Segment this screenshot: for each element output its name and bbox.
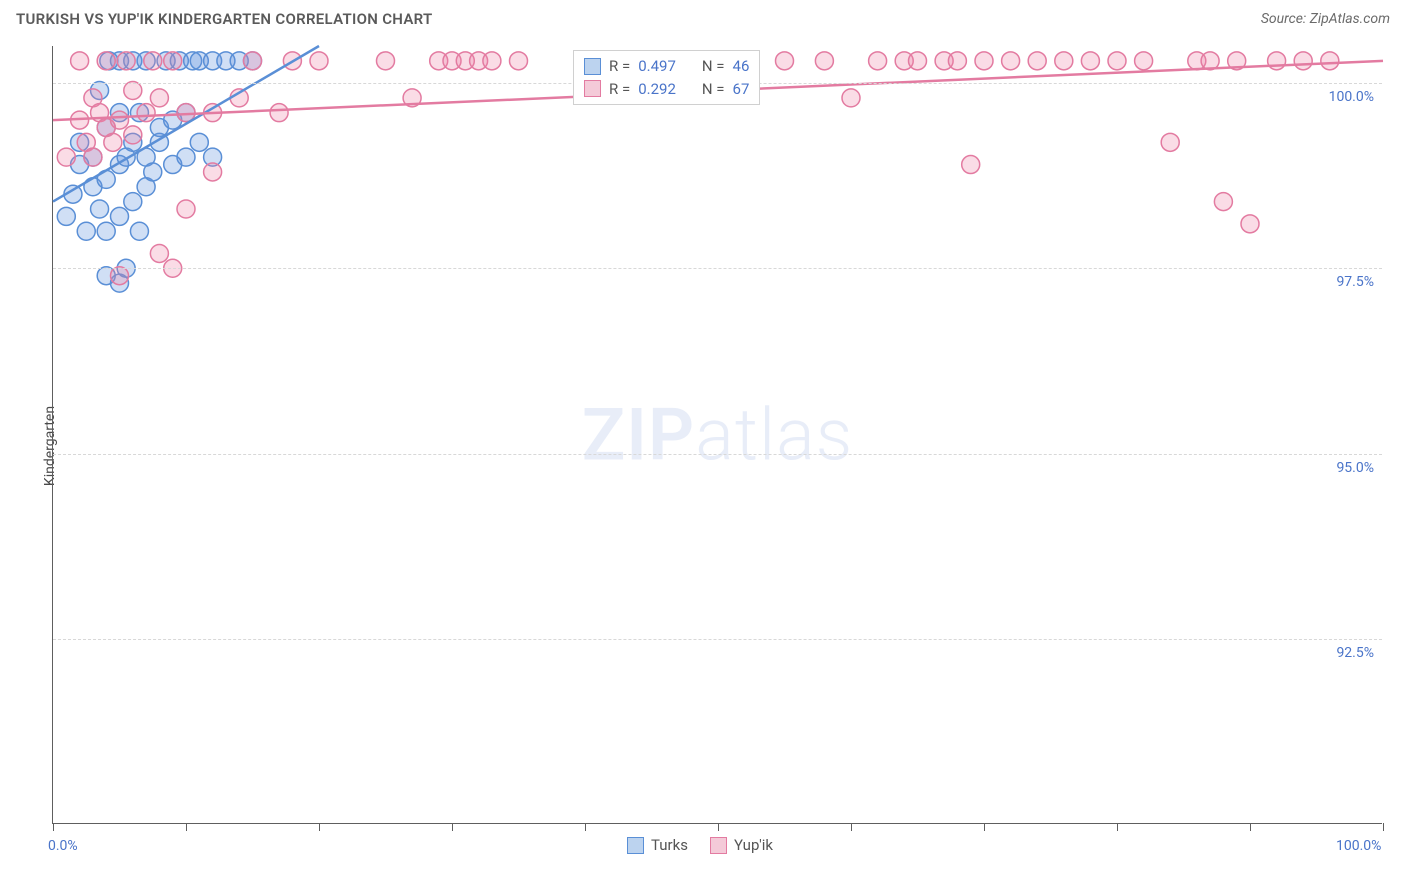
legend-swatch-icon <box>584 80 601 97</box>
gridline <box>53 639 1382 640</box>
data-point <box>164 52 182 70</box>
data-point <box>510 52 528 70</box>
data-point <box>244 52 262 70</box>
legend-series-label: Turks <box>651 836 688 854</box>
x-tick <box>319 823 320 831</box>
data-point <box>117 52 135 70</box>
legend-r-label: R = <box>609 78 630 101</box>
x-tick <box>1250 823 1251 831</box>
y-tick-label: 92.5% <box>1336 645 1374 661</box>
x-tick <box>718 823 719 831</box>
data-point <box>1055 52 1073 70</box>
trend-line <box>53 46 319 202</box>
legend-series-label: Yup'ik <box>734 836 773 854</box>
legend-swatch-icon <box>627 837 644 854</box>
data-point <box>91 200 109 218</box>
legend-n-label: N = <box>702 78 725 101</box>
data-point <box>57 207 75 225</box>
data-point <box>270 104 288 122</box>
data-point <box>1081 52 1099 70</box>
data-point <box>1321 52 1339 70</box>
data-point <box>124 193 142 211</box>
legend-n-value: 46 <box>733 55 750 78</box>
legend-r-label: R = <box>609 55 630 78</box>
data-point <box>1161 133 1179 151</box>
legend-r-value: 0.292 <box>638 78 676 101</box>
data-point <box>137 104 155 122</box>
data-point <box>204 163 222 181</box>
data-point <box>177 200 195 218</box>
chart-title: TURKISH VS YUP'IK KINDERGARTEN CORRELATI… <box>16 10 433 28</box>
x-tick-label-right: 100.0% <box>1336 838 1381 854</box>
data-point <box>144 52 162 70</box>
scatter-plot-svg <box>53 46 1382 823</box>
chart-plot-area: ZIPatlas 92.5%95.0%97.5%100.0%R = 0.497N… <box>52 46 1382 824</box>
data-point <box>97 222 115 240</box>
legend-n-value: 67 <box>733 78 750 101</box>
correlation-legend: R = 0.497 N = 46 R = 0.292 N = 67 <box>573 50 760 105</box>
data-point <box>1002 52 1020 70</box>
data-point <box>1268 52 1286 70</box>
data-point <box>1135 52 1153 70</box>
x-tick <box>984 823 985 831</box>
data-point <box>124 81 142 99</box>
legend-row: R = 0.292 N = 67 <box>584 78 749 101</box>
data-point <box>57 148 75 166</box>
x-tick <box>452 823 453 831</box>
data-point <box>1241 215 1259 233</box>
data-point <box>909 52 927 70</box>
x-tick <box>1117 823 1118 831</box>
data-point <box>111 111 129 129</box>
data-point <box>377 52 395 70</box>
data-point <box>124 126 142 144</box>
data-point <box>150 89 168 107</box>
series-legend: Turks Yup'ik <box>627 836 773 854</box>
data-point <box>1214 193 1232 211</box>
legend-swatch-icon <box>584 58 601 75</box>
legend-swatch-icon <box>710 837 727 854</box>
data-point <box>1294 52 1312 70</box>
data-point <box>815 52 833 70</box>
x-tick <box>585 823 586 831</box>
x-tick-label-left: 0.0% <box>48 838 78 854</box>
legend-n-label: N = <box>702 55 725 78</box>
data-point <box>144 163 162 181</box>
gridline <box>53 268 1382 269</box>
gridline <box>53 454 1382 455</box>
x-tick <box>53 823 54 831</box>
data-point <box>1028 52 1046 70</box>
data-point <box>1108 52 1126 70</box>
data-point <box>483 52 501 70</box>
legend-row: R = 0.497 N = 46 <box>584 55 749 78</box>
data-point <box>150 244 168 262</box>
data-point <box>130 222 148 240</box>
data-point <box>111 267 129 285</box>
data-point <box>310 52 328 70</box>
y-tick-label: 100.0% <box>1329 89 1374 105</box>
data-point <box>962 156 980 174</box>
data-point <box>190 133 208 151</box>
data-point <box>77 222 95 240</box>
data-point <box>71 52 89 70</box>
x-tick <box>1383 823 1384 831</box>
data-point <box>84 148 102 166</box>
source-attribution: Source: ZipAtlas.com <box>1261 11 1390 27</box>
x-tick <box>851 823 852 831</box>
y-tick-label: 97.5% <box>1336 274 1374 290</box>
data-point <box>975 52 993 70</box>
data-point <box>104 133 122 151</box>
x-tick <box>186 823 187 831</box>
legend-item: Turks <box>627 836 688 854</box>
data-point <box>776 52 794 70</box>
data-point <box>842 89 860 107</box>
data-point <box>97 52 115 70</box>
data-point <box>111 207 129 225</box>
y-tick-label: 95.0% <box>1336 460 1374 476</box>
legend-item: Yup'ik <box>710 836 773 854</box>
legend-r-value: 0.497 <box>638 55 676 78</box>
data-point <box>869 52 887 70</box>
data-point <box>948 52 966 70</box>
data-point <box>177 148 195 166</box>
